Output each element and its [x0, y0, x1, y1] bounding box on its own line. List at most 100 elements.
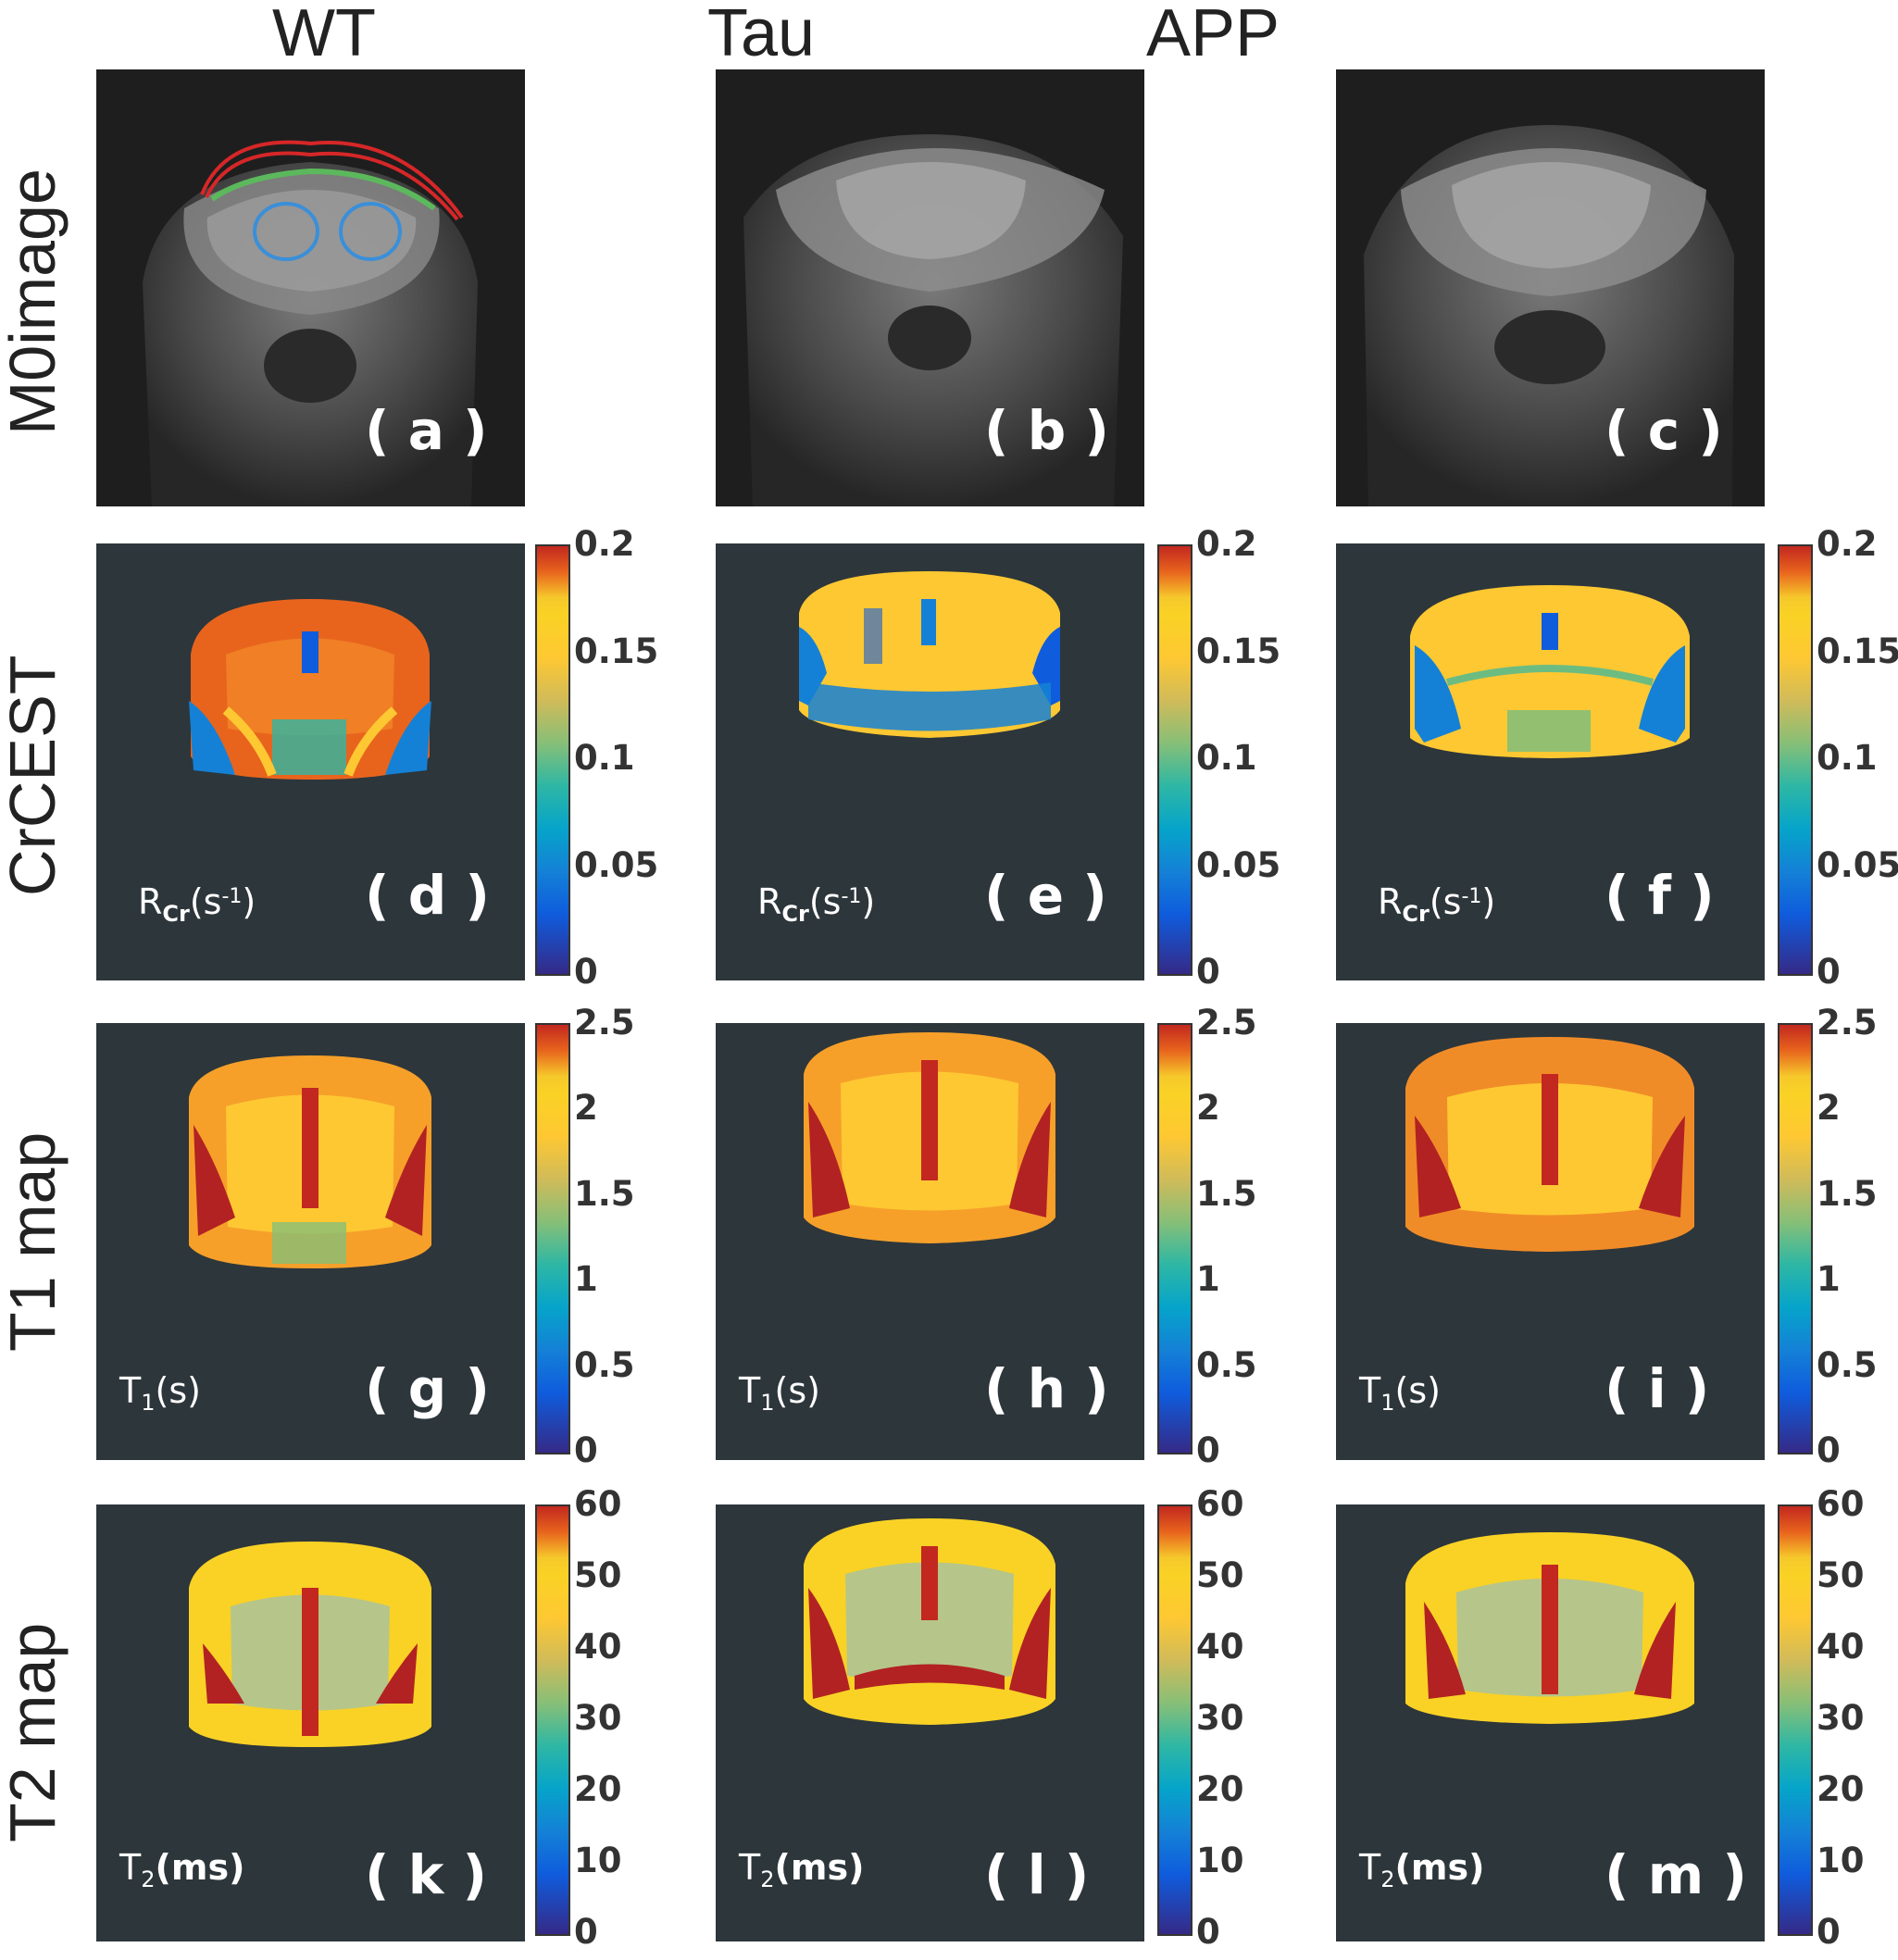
unit-label-t1-tau: T1(s) — [739, 1370, 820, 1416]
colorbar-tick-crcest-wt: 0.15 — [574, 630, 659, 671]
column-title-app: APP — [1145, 0, 1280, 70]
m0image-panel-app: ( c ) — [1336, 69, 1765, 506]
colorbar-tick-t1-wt: 0.5 — [574, 1344, 635, 1385]
colorbar-tick-crcest-app: 0 — [1817, 952, 1841, 992]
t1-panel-app: T1(s) ( i ) — [1336, 1023, 1765, 1460]
colorbar-tick-t1-wt: 2 — [574, 1088, 598, 1129]
colorbar-tick-crcest-wt: 0.05 — [574, 844, 659, 885]
t2-map-wt — [189, 1542, 431, 1747]
colorbar-tick-t1-tau: 2.5 — [1196, 1003, 1257, 1042]
colorbar-tick-t1-tau: 2 — [1196, 1088, 1220, 1129]
t1-map-wt — [189, 1055, 431, 1268]
colorbar-tick-crcest-tau: 0.15 — [1196, 630, 1281, 671]
roi-hippocampus-right-icon — [339, 202, 402, 261]
row-title-crcest: CrCEST — [0, 655, 69, 896]
t1-map-tau — [804, 1032, 1055, 1243]
colorbar-tick-t1-app: 2 — [1817, 1088, 1841, 1129]
m0image-app — [1364, 125, 1734, 506]
column-title-tau: Tau — [706, 0, 816, 70]
roi-cortex-inner-icon — [210, 168, 436, 211]
row-title-t1-map: T1 map — [0, 1131, 69, 1352]
colorbar-tick-t2-app: 20 — [1817, 1769, 1865, 1809]
unit-label-t2-app: T2(ms) — [1359, 1847, 1485, 1892]
colorbar-tick-t2-app: 50 — [1817, 1555, 1865, 1595]
colorbar-tick-t1-wt: 1.5 — [574, 1173, 635, 1214]
unit-label-t1-app: T1(s) — [1359, 1370, 1441, 1416]
unit-label-t2: T2(ms) — [119, 1847, 245, 1892]
t1-panel-wt: T1(s) ( g ) — [96, 1023, 525, 1460]
colorbar-tick-t1-app: 1 — [1817, 1259, 1841, 1300]
panel-label-m: ( m ) — [1605, 1843, 1747, 1906]
panel-label-d: ( d ) — [365, 864, 490, 927]
colorbar-tick-t1-app: 1.5 — [1817, 1173, 1878, 1214]
colorbar-tick-t1-wt: 1 — [574, 1259, 598, 1300]
t2-panel-wt: T2(ms) ( k ) — [96, 1504, 525, 1941]
crcest-map-wt — [189, 599, 431, 780]
colorbar-t2-wt — [535, 1504, 570, 1936]
t1-map-app — [1405, 1037, 1694, 1252]
colorbar-tick-t1-app: 0 — [1817, 1430, 1841, 1470]
colorbar-tick-t2-wt: 20 — [574, 1769, 622, 1809]
colorbar-tick-t2-tau: 0 — [1196, 1912, 1220, 1952]
colorbar-tick-t2-app: 40 — [1817, 1627, 1865, 1667]
unit-label-crcest-tau: RCr(s-1) — [757, 881, 876, 927]
colorbar-tick-t1-tau: 0.5 — [1196, 1344, 1257, 1385]
colorbar-tick-crcest-app: 0.05 — [1817, 844, 1898, 885]
colorbar-tick-t2-wt: 10 — [574, 1841, 622, 1880]
colorbar-tick-crcest-wt: 0 — [574, 952, 598, 992]
t1-panel-tau: T1(s) ( h ) — [716, 1023, 1144, 1460]
colorbar-crcest-wt — [535, 544, 570, 976]
colorbar-t2-app — [1778, 1504, 1813, 1936]
colorbar-crcest-app — [1778, 544, 1813, 976]
colorbar-crcest-tau — [1157, 544, 1192, 976]
colorbar-tick-t2-tau: 10 — [1196, 1841, 1244, 1880]
column-title-wt: WT — [272, 0, 376, 70]
m0image-tau — [743, 134, 1123, 506]
colorbar-tick-t2-wt: 50 — [574, 1555, 622, 1595]
colorbar-tick-t1-tau: 0 — [1196, 1430, 1220, 1470]
panel-label-g: ( g ) — [365, 1357, 490, 1420]
colorbar-tick-t2-wt: 40 — [574, 1627, 622, 1667]
colorbar-tick-crcest-wt: 0.2 — [574, 524, 635, 564]
colorbar-t1-app — [1778, 1023, 1813, 1454]
t2-map-app — [1405, 1532, 1694, 1724]
row-title-m0image: M0image — [0, 169, 69, 435]
panel-label-f: ( f ) — [1605, 864, 1715, 927]
colorbar-tick-t2-tau: 30 — [1196, 1698, 1244, 1738]
unit-label-t1: T1(s) — [119, 1370, 201, 1416]
colorbar-tick-crcest-wt: 0.1 — [574, 738, 635, 778]
t2-panel-tau: T2(ms) ( l ) — [716, 1504, 1144, 1941]
t2-panel-app: T2(ms) ( m ) — [1336, 1504, 1765, 1941]
unit-label-crcest-app: RCr(s-1) — [1378, 881, 1496, 927]
colorbar-tick-crcest-app: 0.15 — [1817, 630, 1898, 671]
colorbar-tick-t2-tau: 50 — [1196, 1555, 1244, 1595]
colorbar-tick-t1-tau: 1.5 — [1196, 1173, 1257, 1214]
row-title-t2-map: T2 map — [0, 1622, 69, 1842]
t2-map-tau — [804, 1518, 1055, 1725]
crcest-map-tau — [799, 571, 1060, 738]
panel-label-i: ( i ) — [1605, 1357, 1710, 1420]
colorbar-tick-crcest-tau: 0.05 — [1196, 844, 1281, 885]
colorbar-tick-t2-wt: 0 — [574, 1912, 598, 1952]
colorbar-t1-wt — [535, 1023, 570, 1454]
colorbar-tick-t2-app: 0 — [1817, 1912, 1841, 1952]
roi-cortex-outer-icon — [200, 140, 464, 219]
colorbar-tick-t2-tau: 60 — [1196, 1484, 1244, 1524]
colorbar-tick-t2-wt: 60 — [574, 1484, 622, 1524]
colorbar-t2-tau — [1157, 1504, 1192, 1936]
unit-label-crcest: RCr(s-1) — [138, 881, 256, 927]
colorbar-tick-t1-wt: 2.5 — [574, 1003, 635, 1042]
panel-label-l: ( l ) — [984, 1843, 1090, 1906]
panel-label-c: ( c ) — [1605, 399, 1723, 462]
panel-label-a: ( a ) — [365, 399, 488, 462]
panel-label-h: ( h ) — [984, 1357, 1109, 1420]
crcest-map-app — [1410, 585, 1690, 758]
roi-hippocampus-left-icon — [253, 202, 319, 261]
colorbar-tick-t2-app: 10 — [1817, 1841, 1865, 1880]
colorbar-tick-t2-wt: 30 — [574, 1698, 622, 1738]
colorbar-tick-t1-wt: 0 — [574, 1430, 598, 1470]
crcest-panel-wt: RCr(s-1) ( d ) — [96, 543, 525, 980]
panel-label-k: ( k ) — [365, 1843, 487, 1906]
colorbar-t1-tau — [1157, 1023, 1192, 1454]
colorbar-tick-crcest-app: 0.2 — [1817, 524, 1878, 564]
